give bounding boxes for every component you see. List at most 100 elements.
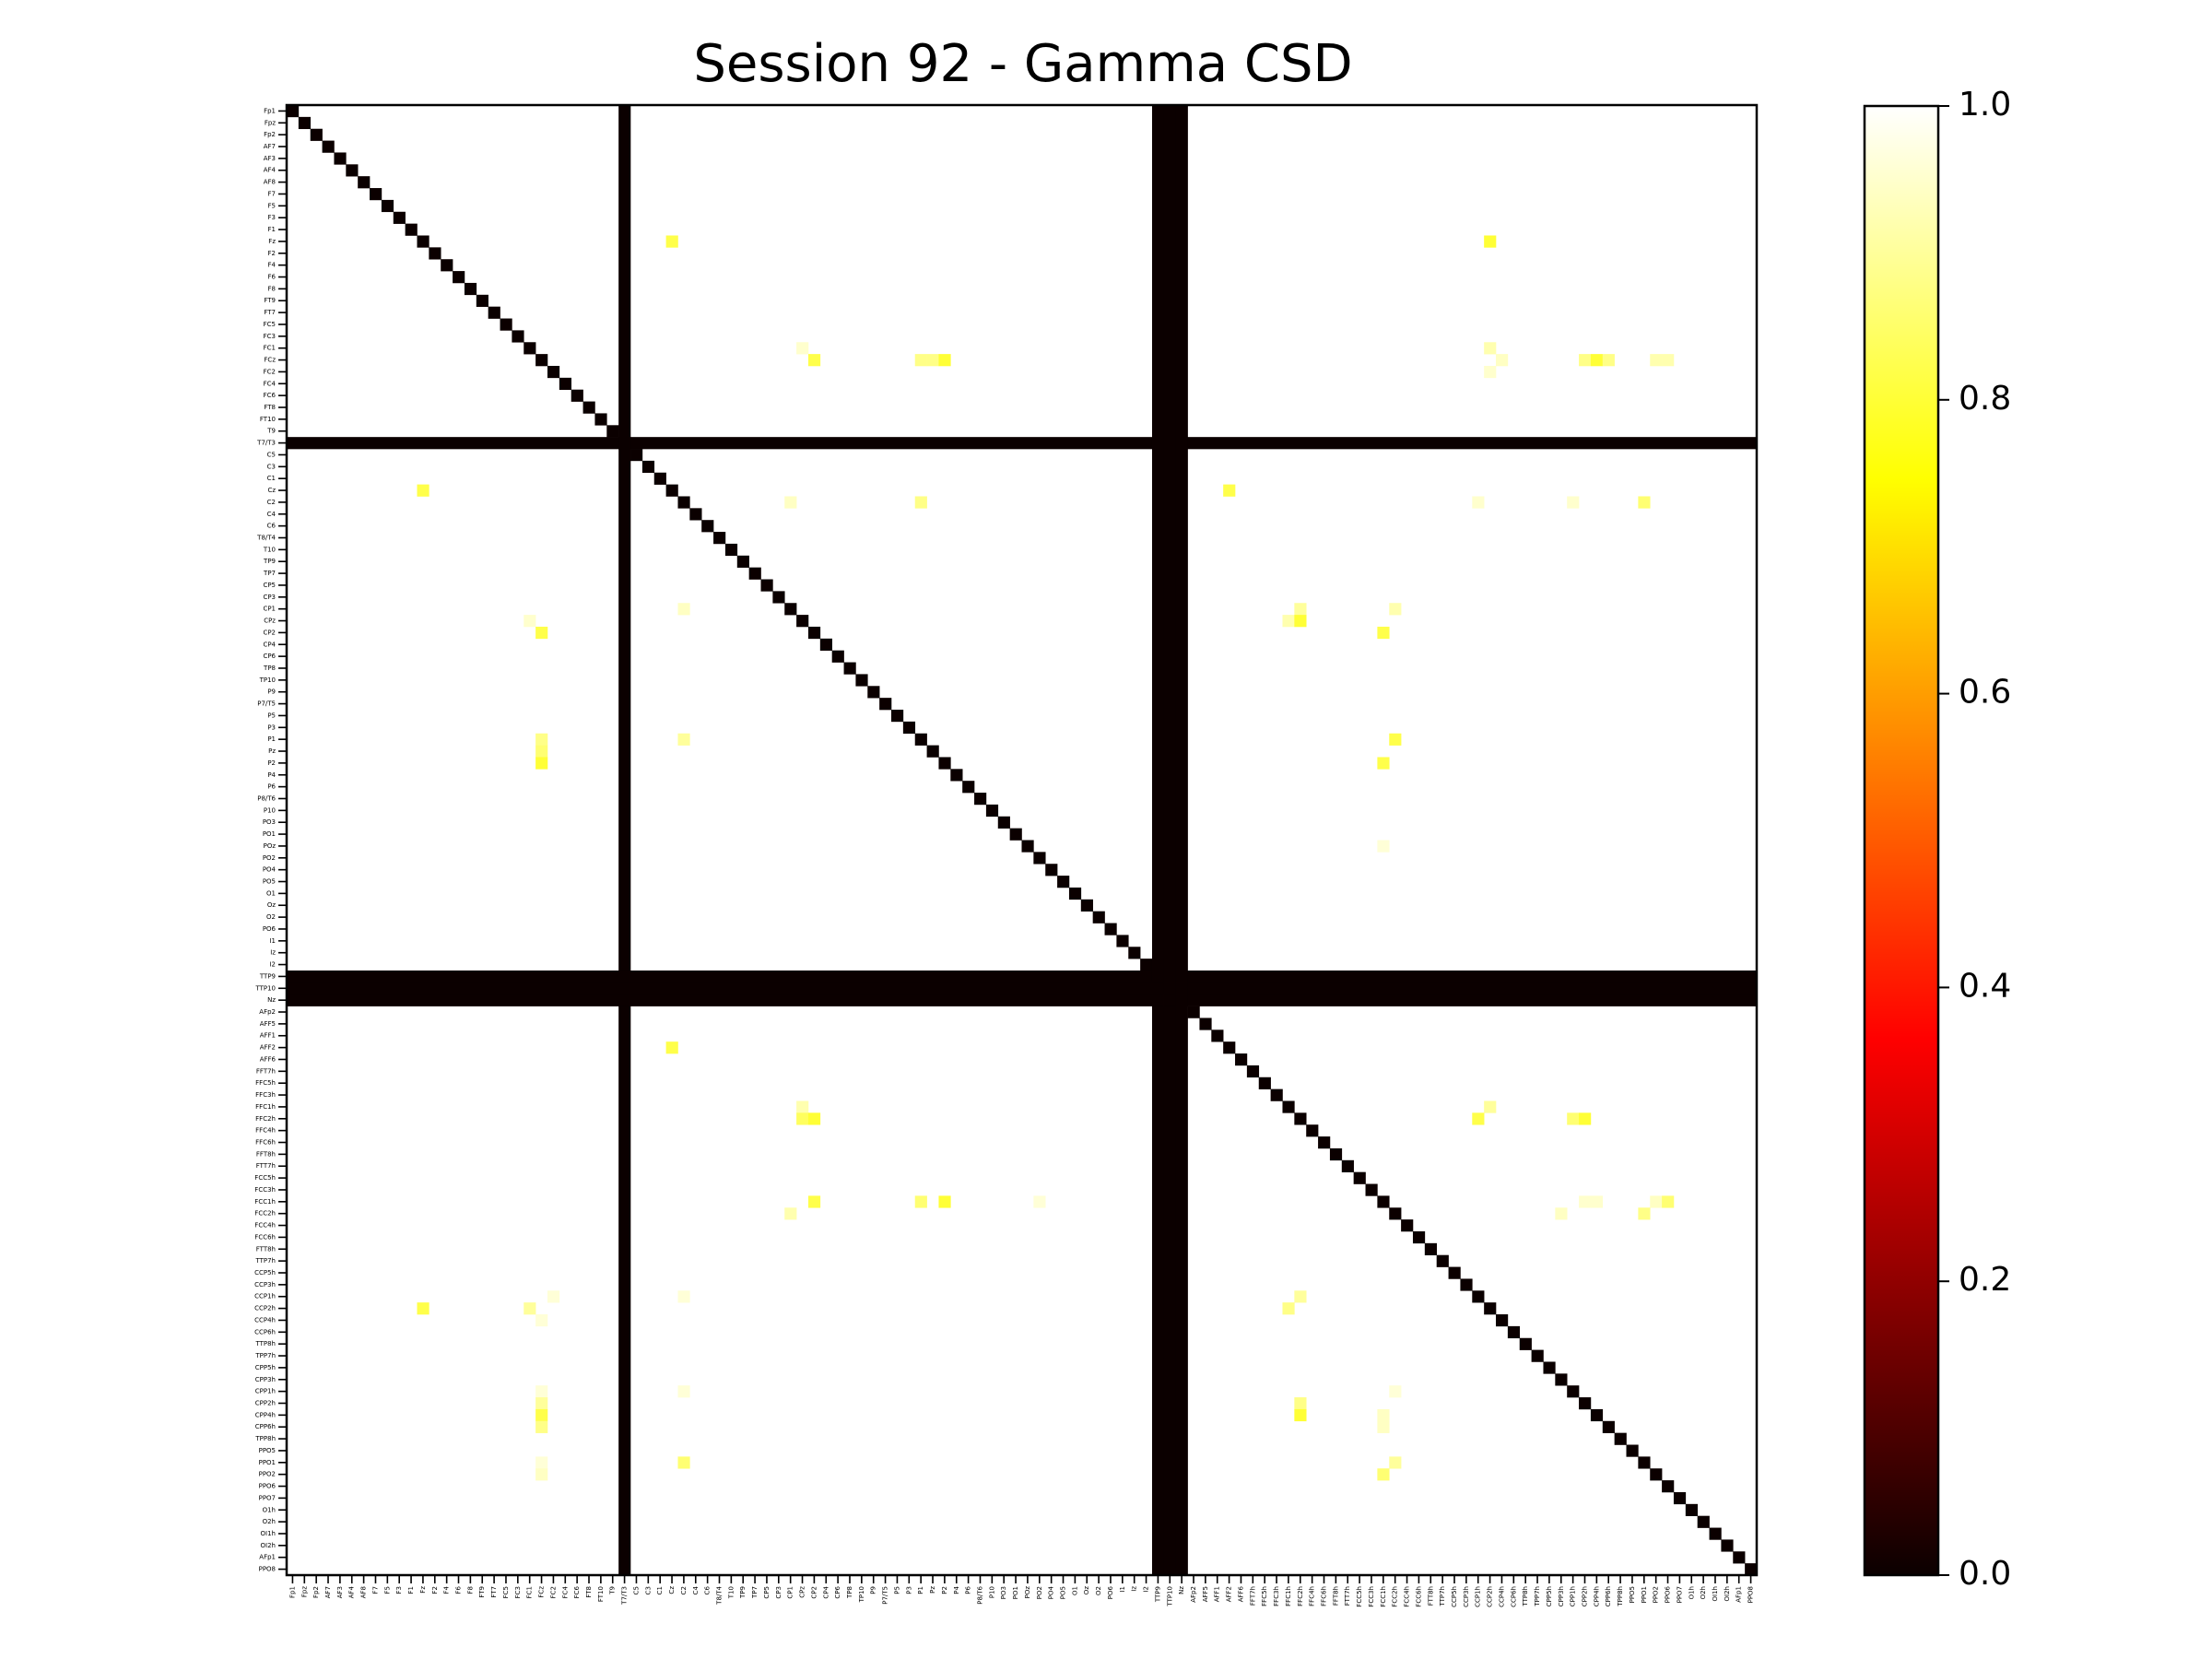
y-tick-label: TP9 [263, 558, 276, 565]
heatmap-cell [1638, 1207, 1651, 1220]
heatmap-cell [677, 1290, 690, 1303]
x-tick-label: CPP3h [1558, 1586, 1565, 1606]
heatmap-diagonal-cell [1341, 1159, 1354, 1172]
x-tick-label: T7/T3 [621, 1586, 629, 1606]
heatmap-cell [417, 484, 429, 497]
x-tick-label: FC4 [561, 1585, 569, 1598]
y-tick-label: Oz [267, 901, 276, 909]
heatmap-diagonal-cell [346, 164, 359, 177]
heatmap-diagonal-cell [334, 152, 347, 165]
heatmap-diagonal-cell [571, 389, 583, 402]
y-tick-label: AF3 [264, 155, 276, 162]
y-tick-label: CP5 [263, 582, 276, 589]
y-tick-label: FC1 [264, 345, 276, 352]
heatmap-diagonal-cell [724, 543, 738, 557]
y-tick-label: FFC5h [255, 1079, 276, 1087]
y-tick-label: CCP1h [254, 1293, 276, 1300]
x-tick-label: FCC1h [1380, 1586, 1387, 1607]
y-tick-label: PO2 [263, 854, 276, 862]
heatmap-cell [914, 1195, 927, 1208]
heatmap-diagonal-cell [1626, 1444, 1639, 1457]
heatmap-diagonal-cell [914, 733, 927, 746]
heatmap-diagonal-cell [1211, 1030, 1224, 1042]
y-tick-label: T9 [266, 428, 276, 435]
y-tick-label: F6 [268, 274, 276, 281]
x-tick-label: F2 [431, 1586, 439, 1594]
x-tick-label: PPO7 [1676, 1586, 1683, 1603]
heatmap-cell [1294, 1290, 1307, 1303]
y-tick-label: I1 [269, 937, 276, 945]
heatmap-cell [1294, 1408, 1307, 1422]
y-tick-label: TPP7h [254, 1352, 276, 1359]
y-tick-label: T7/T3 [256, 440, 276, 447]
x-tick-label: FTT8h [1427, 1586, 1434, 1606]
heatmap-diagonal-cell [1009, 828, 1022, 841]
heatmap-cell [1650, 354, 1663, 367]
heatmap-cell [1282, 615, 1295, 628]
y-tick-label: PPO7 [259, 1494, 276, 1501]
x-tick-label: FCC3h [1368, 1586, 1375, 1607]
y-tick-label: CPP6h [255, 1423, 276, 1430]
heatmap-diagonal-cell [1412, 1230, 1426, 1244]
y-axis-ticks: Fp1 Fpz Fp2 AF7 AF3 AF4 AF8 F7 F5 F3 F1 Fz F2 F4 F6 F8 F… [254, 107, 287, 1573]
x-tick-label: O1 [1071, 1586, 1078, 1595]
heatmap-cell [535, 745, 548, 758]
colorbar-ticks: 0.0 0.2 0.4 0.6 0.8 1.0 [1938, 86, 2011, 1593]
x-tick-label: Pz [929, 1586, 936, 1594]
y-tick-label: PO3 [263, 818, 276, 826]
heatmap-diagonal-cell [1246, 1065, 1260, 1078]
heatmap-diagonal-cell [287, 105, 300, 118]
x-tick-label: PPO6 [1665, 1585, 1672, 1603]
heatmap-cell [1579, 1112, 1592, 1125]
x-tick-label: CCP6h [1510, 1586, 1517, 1607]
heatmap-cell [1223, 484, 1236, 497]
x-tick-label: T9 [609, 1586, 617, 1595]
x-tick-label: FFC6h [1321, 1586, 1328, 1606]
x-tick-label: C1 [656, 1586, 664, 1594]
heatmap-diagonal-cell [1579, 1397, 1592, 1410]
heatmap-diagonal-cell [310, 128, 323, 141]
x-tick-label: TTP8h [1522, 1586, 1529, 1607]
x-tick-label: Cz [668, 1586, 676, 1594]
x-tick-label: I2 [1143, 1586, 1150, 1593]
y-tick-label: T10 [263, 546, 276, 553]
y-tick-label: C3 [267, 463, 276, 470]
heatmap-diagonal-cell [784, 603, 797, 616]
heatmap-diagonal-cell [1306, 1124, 1319, 1137]
heatmap-diagonal-cell [1116, 935, 1129, 947]
y-tick-label: FT9 [264, 297, 276, 304]
y-tick-label: AFF1 [260, 1032, 276, 1040]
y-tick-label: O1h [263, 1506, 276, 1513]
heatmap-diagonal-cell [1460, 1278, 1473, 1291]
colorbar-tick-label: 0.4 [1959, 967, 2011, 1005]
heatmap-diagonal-cell [1401, 1219, 1414, 1232]
colorbar [1863, 104, 1940, 1577]
y-tick-label: I2 [269, 961, 276, 969]
x-tick-label: CCP4h [1498, 1586, 1505, 1607]
heatmap-diagonal-cell [1424, 1242, 1438, 1256]
y-tick-label: PPO1 [259, 1459, 276, 1466]
heatmap-cell [535, 1408, 548, 1422]
x-tick-label: FFC4h [1309, 1586, 1316, 1606]
y-tick-label: PO5 [263, 878, 276, 886]
heatmap-diagonal-cell [855, 674, 868, 687]
heatmap-diagonal-cell [902, 721, 916, 735]
y-tick-label: FFC2h [255, 1115, 276, 1123]
x-tick-label: TTP7h [1439, 1586, 1446, 1607]
x-tick-label: FCC4h [1404, 1586, 1411, 1607]
heatmap-diagonal-cell [298, 116, 312, 130]
x-tick-label: F7 [371, 1586, 379, 1594]
y-tick-label: FCC4h [254, 1222, 276, 1230]
heatmap-diagonal-cell [582, 401, 595, 414]
heatmap-zero-row [287, 970, 1757, 983]
heatmap-diagonal-cell [1080, 899, 1093, 912]
heatmap-diagonal-cell [594, 413, 607, 426]
x-tick-label: PO6 [1107, 1585, 1114, 1599]
x-tick-label: Iz [1131, 1586, 1138, 1592]
x-tick-label: PO3 [1000, 1586, 1007, 1599]
x-tick-label: PO5 [1060, 1586, 1067, 1599]
heatmap-grid [287, 105, 1758, 1576]
y-tick-label: O1 [266, 889, 276, 897]
heatmap-diagonal-cell [843, 662, 856, 675]
heatmap-cell [938, 354, 951, 367]
